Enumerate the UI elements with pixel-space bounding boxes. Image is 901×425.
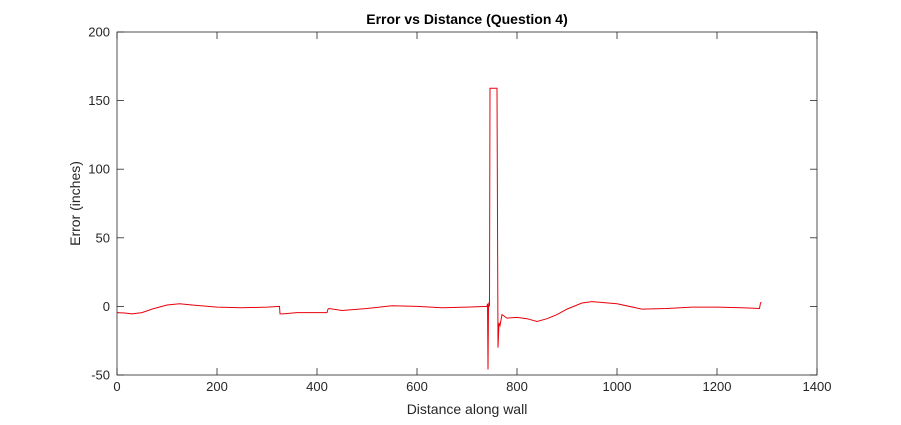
y-tick-label: -50 [91, 368, 110, 383]
series-line [116, 87, 762, 370]
y-tick-label: 100 [88, 162, 110, 177]
x-tick-label: 400 [306, 379, 328, 394]
x-tick-label: 1400 [803, 379, 832, 394]
series-layer [116, 87, 762, 370]
y-tick-label: 50 [96, 230, 110, 245]
y-tick-label: 150 [88, 93, 110, 108]
x-tick-label: 0 [113, 379, 120, 394]
x-tick-label: 600 [406, 379, 428, 394]
x-tick-label: 1200 [703, 379, 732, 394]
y-tick-label: 200 [88, 25, 110, 40]
y-tick-label: 0 [103, 299, 110, 314]
plot-frame [116, 31, 818, 376]
chart-title: Error vs Distance (Question 4) [366, 11, 568, 27]
x-tick-label: 800 [506, 379, 528, 394]
x-tick-label: 200 [206, 379, 228, 394]
y-axis-label: Error (inches) [67, 161, 83, 246]
x-tick-label: 1000 [603, 379, 632, 394]
plot-area [117, 32, 817, 375]
x-axis-label: Distance along wall [407, 401, 528, 417]
